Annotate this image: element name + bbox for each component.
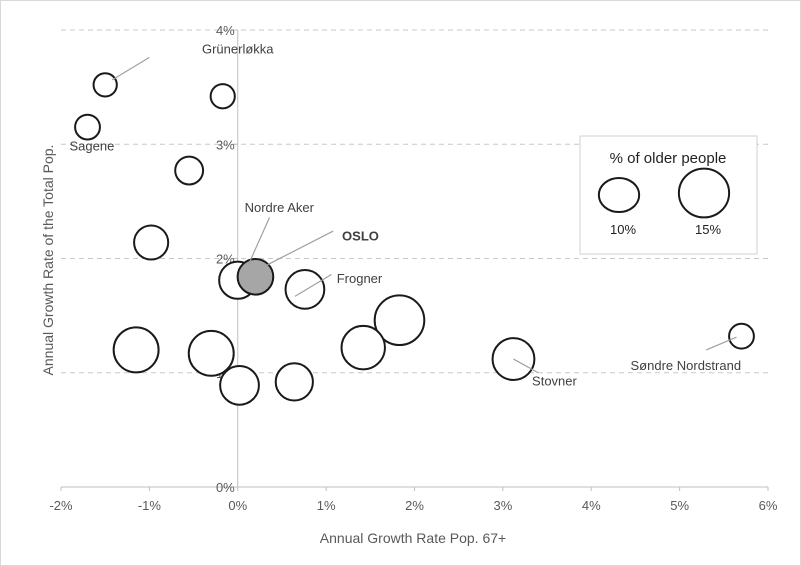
x-tick-label: 5%	[670, 498, 689, 513]
leader-line	[111, 56, 150, 81]
leader-line	[705, 336, 737, 351]
legend-bubble	[677, 167, 731, 219]
bubble	[274, 362, 314, 402]
bubble	[174, 155, 205, 186]
x-tick-label: -2%	[49, 498, 73, 513]
x-tick-label: 1%	[317, 498, 336, 513]
legend-title: % of older people	[610, 150, 727, 167]
leader-lines	[111, 56, 737, 374]
legend-label: 10%	[610, 222, 636, 237]
x-tick-label: 2%	[405, 498, 424, 513]
bubble	[92, 72, 118, 98]
point-label: Nordre Aker	[245, 200, 315, 215]
y-tick-label: 0%	[216, 480, 235, 495]
legend-label: 15%	[695, 222, 721, 237]
axes	[60, 29, 769, 491]
leader-line	[267, 230, 334, 266]
leader-line	[247, 217, 271, 267]
x-tick-label: 6%	[759, 498, 778, 513]
bubble	[340, 324, 386, 371]
x-tick-label: 0%	[228, 498, 247, 513]
bubble	[209, 83, 236, 110]
point-label: Søndre Nordstrand	[631, 358, 742, 373]
bubble	[187, 329, 235, 377]
x-tick-labels: -2% -1% 0% 1% 2% 3% 4% 5% 6%	[49, 498, 777, 513]
legend: % of older people 10% 15%	[579, 135, 758, 255]
point-label: Grünerløkka	[202, 41, 274, 56]
bubble	[133, 224, 170, 261]
point-label: Frogner	[337, 271, 383, 286]
bubble	[219, 364, 260, 406]
gridlines	[61, 29, 768, 374]
leader-line	[294, 273, 332, 297]
bubble	[728, 322, 755, 350]
leader-line	[513, 358, 539, 374]
bubble	[74, 113, 101, 141]
point-label: Stovner	[532, 374, 577, 389]
bubble-oslo	[236, 257, 275, 296]
y-tick-label: 3%	[216, 137, 235, 152]
bubble	[373, 294, 426, 346]
point-label: OSLO	[342, 229, 379, 244]
x-tick-label: 4%	[582, 498, 601, 513]
bubble-series	[74, 72, 755, 406]
y-tick-label: 4%	[216, 23, 235, 38]
legend-bubble	[597, 176, 641, 214]
x-tick-label: 3%	[493, 498, 512, 513]
point-label: Sagene	[70, 138, 115, 153]
x-axis-title: Annual Growth Rate Pop. 67+	[320, 530, 506, 546]
bubble	[284, 268, 326, 310]
y-axis-title: Annual Growth Rate of the Total Pop.	[40, 145, 56, 376]
legend-items: 10% 15%	[597, 167, 731, 237]
point-labels: Grünerløkka Sagene Nordre Aker OSLO Frogner S…	[70, 41, 742, 388]
bubble	[112, 326, 160, 374]
x-tick-label: -1%	[138, 498, 162, 513]
